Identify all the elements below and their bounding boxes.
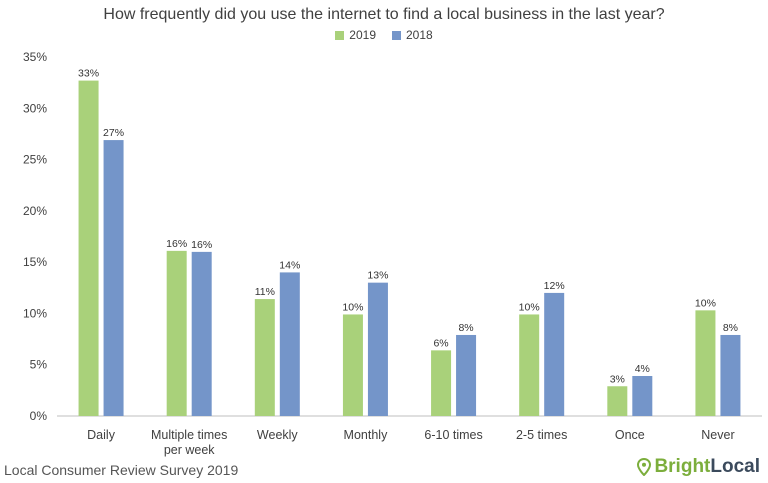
data-label: 10% bbox=[695, 297, 716, 309]
data-label: 16% bbox=[166, 238, 187, 250]
data-label: 8% bbox=[458, 322, 473, 334]
y-tick-label: 20% bbox=[23, 204, 47, 218]
bar-2018-2 bbox=[279, 272, 300, 416]
data-label: 8% bbox=[723, 322, 738, 334]
bar-2018-6 bbox=[632, 375, 653, 416]
x-category-label: Once bbox=[615, 428, 645, 442]
legend-item-2019: 2019 bbox=[335, 28, 376, 42]
data-label: 16% bbox=[191, 239, 212, 251]
y-tick-label: 25% bbox=[23, 153, 47, 167]
x-category-label: Never bbox=[701, 428, 734, 442]
data-label: 10% bbox=[342, 301, 363, 313]
data-label: 12% bbox=[544, 280, 565, 292]
brand-name-part1: Bright bbox=[654, 456, 711, 477]
bar-2019-4 bbox=[431, 350, 452, 416]
bar-2018-0 bbox=[103, 140, 124, 416]
x-category-label: 6-10 times bbox=[424, 428, 482, 442]
data-label: 10% bbox=[519, 301, 540, 313]
bar-2019-6 bbox=[607, 386, 628, 416]
x-category-label: per week bbox=[164, 443, 215, 457]
brand-name-part2: Local bbox=[710, 456, 760, 477]
bar-2018-5 bbox=[544, 292, 565, 416]
legend-swatch-2019 bbox=[335, 30, 345, 40]
y-tick-label: 0% bbox=[30, 409, 48, 423]
x-category-label: Multiple times bbox=[151, 428, 227, 442]
data-label: 6% bbox=[433, 337, 448, 349]
bar-2019-0 bbox=[78, 80, 99, 416]
data-label: 14% bbox=[279, 259, 300, 271]
brand-name: Bright Local bbox=[654, 456, 760, 478]
bar-2018-4 bbox=[456, 334, 477, 416]
x-category-label: Weekly bbox=[257, 428, 299, 442]
bar-2019-2 bbox=[254, 299, 275, 416]
legend-label-2019: 2019 bbox=[349, 28, 376, 42]
y-tick-label: 30% bbox=[23, 101, 47, 115]
location-pin-icon bbox=[637, 458, 652, 476]
chart-title: How frequently did you use the internet … bbox=[103, 6, 665, 23]
bar-2019-5 bbox=[519, 314, 540, 416]
x-category-label: 2-5 times bbox=[516, 428, 567, 442]
data-label: 11% bbox=[255, 286, 275, 298]
legend-item-2018: 2018 bbox=[392, 28, 433, 42]
data-label: 4% bbox=[635, 363, 650, 375]
data-label: 33% bbox=[78, 68, 99, 80]
data-label: 13% bbox=[367, 270, 388, 282]
data-label: 3% bbox=[610, 373, 625, 385]
bar-2018-7 bbox=[720, 334, 741, 416]
legend-swatch-2018 bbox=[392, 30, 401, 40]
data-label: 27% bbox=[103, 127, 124, 139]
bar-2019-1 bbox=[166, 250, 187, 416]
chart-legend: 2019 2018 bbox=[0, 28, 768, 42]
y-tick-label: 10% bbox=[23, 306, 47, 320]
legend-label-2018: 2018 bbox=[406, 28, 433, 42]
bar-2018-1 bbox=[191, 251, 212, 416]
y-tick-label: 35% bbox=[23, 50, 47, 64]
x-category-label: Monthly bbox=[344, 428, 389, 442]
brand-logo: Bright Local bbox=[637, 456, 760, 478]
survey-source-label: Local Consumer Review Survey 2019 bbox=[4, 462, 239, 478]
x-category-label: Daily bbox=[87, 428, 116, 442]
bar-2019-7 bbox=[695, 310, 716, 416]
bar-2018-3 bbox=[367, 282, 388, 416]
y-tick-label: 5% bbox=[30, 358, 48, 372]
bar-2019-3 bbox=[342, 314, 363, 416]
y-tick-label: 15% bbox=[23, 255, 47, 269]
